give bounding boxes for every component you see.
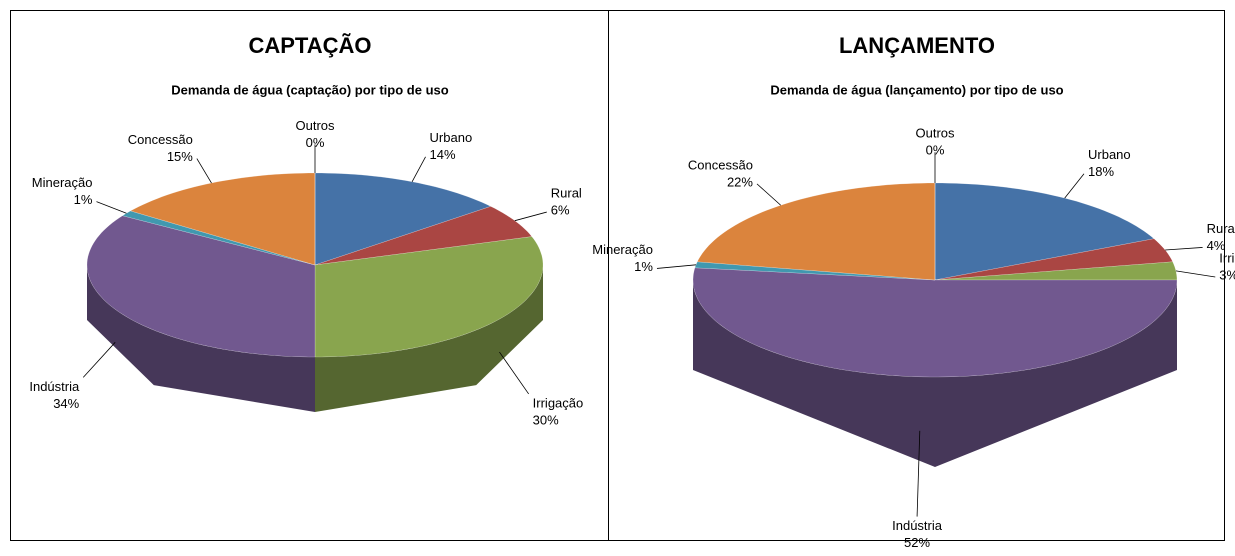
slice-label: Concessão bbox=[688, 157, 753, 172]
slice bbox=[934, 261, 1178, 281]
slice bbox=[314, 236, 544, 358]
slice-value: 1% bbox=[74, 192, 93, 207]
slice bbox=[314, 172, 492, 266]
slice-value: 0% bbox=[306, 135, 325, 150]
leader-line bbox=[96, 201, 127, 214]
slice-value: 6% bbox=[551, 203, 570, 218]
slice-label: Outros bbox=[295, 118, 335, 133]
slice bbox=[121, 210, 316, 266]
slice-label: Rural bbox=[551, 186, 582, 201]
slice bbox=[692, 267, 1178, 378]
leader-line bbox=[756, 183, 782, 206]
slice-label: Irrigação bbox=[533, 395, 584, 410]
slice-value: 18% bbox=[1088, 164, 1114, 179]
slice-label: Rural bbox=[1207, 221, 1235, 236]
slice-label: Outros bbox=[915, 126, 955, 141]
leader-line bbox=[916, 430, 921, 517]
slice-value: 4% bbox=[1207, 238, 1226, 253]
slice bbox=[934, 238, 1174, 281]
slice-side bbox=[693, 280, 1177, 467]
slice-value: 22% bbox=[727, 174, 753, 189]
slice-value: 1% bbox=[634, 259, 653, 274]
slice-value: 0% bbox=[926, 143, 945, 158]
slice-value: 14% bbox=[430, 147, 456, 162]
chart-title: CAPTAÇÃO bbox=[248, 33, 371, 58]
slice-value: 3% bbox=[1219, 267, 1235, 282]
leader-line bbox=[499, 351, 529, 395]
slice-label: Mineração bbox=[592, 242, 653, 257]
slice-value: 15% bbox=[167, 149, 193, 164]
leader-line bbox=[1165, 247, 1203, 251]
leader-line bbox=[196, 158, 212, 184]
slice-side bbox=[87, 265, 315, 412]
slice-side bbox=[315, 265, 543, 412]
slice bbox=[86, 215, 316, 358]
slice-label: Indústria bbox=[892, 518, 943, 533]
leader-line bbox=[514, 211, 547, 222]
slice bbox=[314, 206, 533, 266]
chart-subtitle: Demanda de água (lançamento) por tipo de… bbox=[770, 82, 1063, 97]
leader-line bbox=[411, 156, 426, 182]
leader-line bbox=[1175, 270, 1216, 278]
slice-label: Indústria bbox=[29, 379, 80, 394]
slice bbox=[696, 182, 936, 281]
chart-subtitle: Demanda de água (captação) por tipo de u… bbox=[171, 82, 448, 97]
slice bbox=[694, 261, 936, 281]
slice-value: 52% bbox=[904, 535, 930, 550]
slice-label: Irrigação bbox=[1219, 250, 1235, 265]
slice-label: Mineração bbox=[32, 175, 93, 190]
slice-value: 34% bbox=[53, 396, 79, 411]
slice-label: Urbano bbox=[1088, 147, 1131, 162]
slice-value: 30% bbox=[533, 412, 559, 427]
slice-label: Urbano bbox=[430, 130, 473, 145]
chart-title: LANÇAMENTO bbox=[839, 33, 995, 58]
slice-label: Concessão bbox=[128, 132, 193, 147]
leader-line bbox=[1064, 173, 1085, 199]
leader-line bbox=[82, 342, 116, 378]
leader-line bbox=[656, 264, 697, 269]
